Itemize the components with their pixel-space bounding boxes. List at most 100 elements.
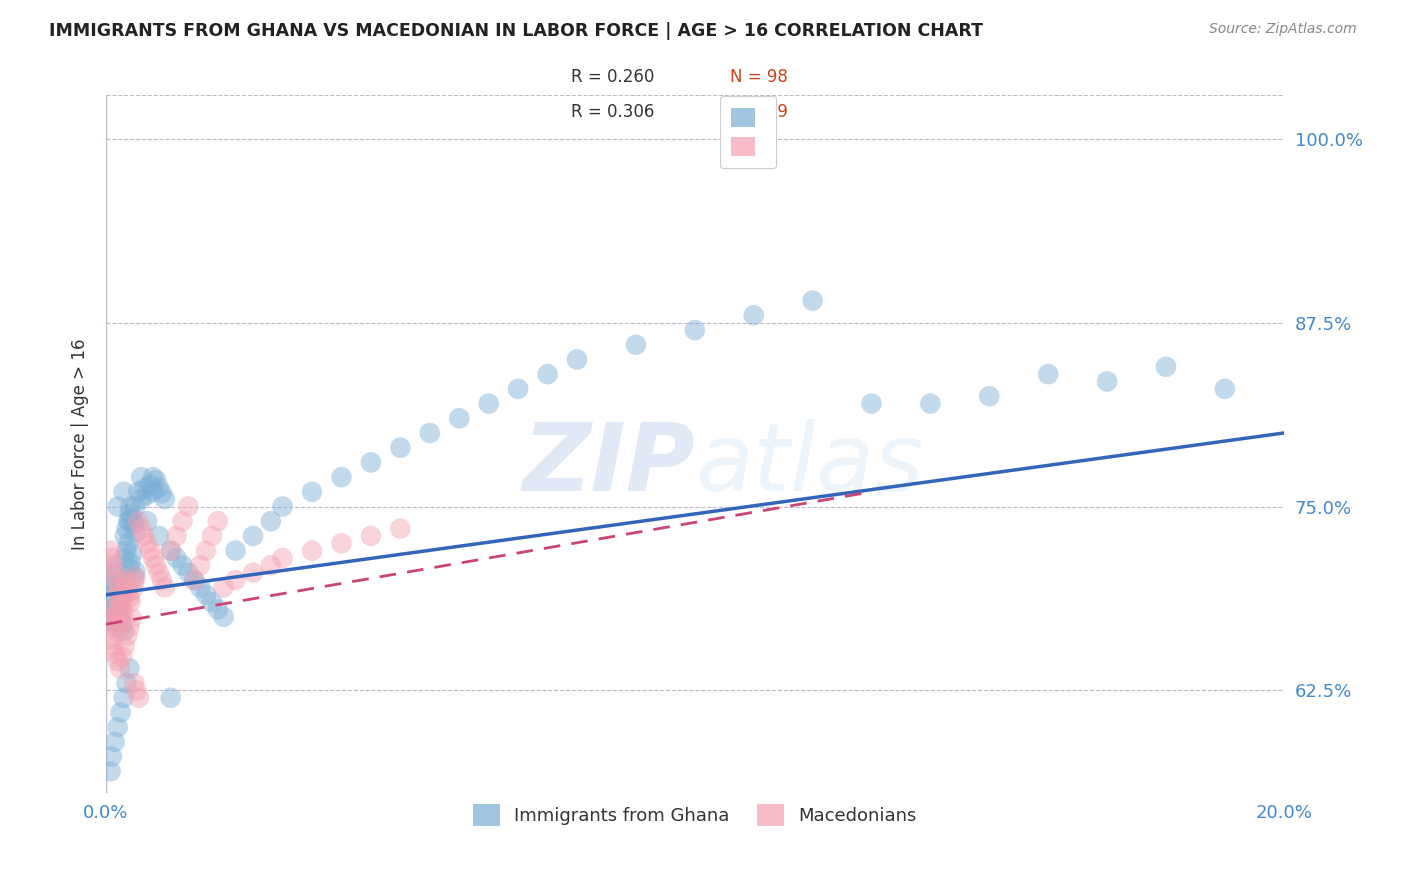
Point bbox=[115, 522, 138, 536]
Point bbox=[121, 583, 143, 598]
Point bbox=[100, 602, 122, 616]
Point bbox=[1154, 359, 1177, 374]
Point bbox=[260, 514, 283, 528]
Point bbox=[271, 551, 294, 566]
Point bbox=[188, 581, 211, 595]
Point bbox=[117, 514, 139, 528]
Point bbox=[195, 588, 218, 602]
Point bbox=[118, 620, 141, 634]
Point bbox=[389, 441, 412, 455]
Point bbox=[114, 640, 136, 654]
Point bbox=[108, 573, 131, 587]
Point bbox=[212, 610, 235, 624]
Point bbox=[104, 566, 127, 580]
Point bbox=[121, 511, 143, 525]
Point bbox=[449, 411, 471, 425]
Point bbox=[148, 566, 170, 580]
Point bbox=[110, 595, 132, 609]
Point bbox=[107, 654, 129, 668]
Point bbox=[207, 514, 229, 528]
Point bbox=[1213, 382, 1236, 396]
Point bbox=[112, 484, 135, 499]
Point bbox=[224, 573, 246, 587]
Point bbox=[124, 500, 146, 514]
Point bbox=[120, 595, 142, 609]
Legend: Immigrants from Ghana, Macedonians: Immigrants from Ghana, Macedonians bbox=[465, 797, 924, 833]
Point bbox=[124, 564, 146, 578]
Point bbox=[107, 617, 129, 632]
Point bbox=[101, 749, 124, 764]
Point bbox=[330, 470, 353, 484]
Y-axis label: In Labor Force | Age > 16: In Labor Force | Age > 16 bbox=[72, 338, 89, 549]
Text: R = 0.306: R = 0.306 bbox=[571, 103, 655, 121]
Point bbox=[100, 632, 122, 646]
Point bbox=[478, 396, 501, 410]
Point bbox=[1095, 375, 1118, 389]
Point bbox=[128, 690, 150, 705]
Point bbox=[104, 735, 127, 749]
Point bbox=[129, 492, 152, 507]
Point bbox=[114, 529, 136, 543]
Point bbox=[104, 620, 127, 634]
Point bbox=[142, 470, 165, 484]
Point bbox=[624, 337, 647, 351]
Point bbox=[107, 581, 129, 595]
Point bbox=[122, 676, 145, 690]
Point bbox=[142, 551, 165, 566]
Point bbox=[122, 517, 145, 532]
Point bbox=[183, 573, 205, 587]
Point bbox=[118, 507, 141, 521]
Point bbox=[110, 599, 132, 614]
Point bbox=[121, 547, 143, 561]
Point bbox=[742, 308, 765, 322]
Point bbox=[1038, 367, 1060, 381]
Point bbox=[136, 514, 159, 528]
Point bbox=[100, 602, 122, 616]
Point bbox=[127, 514, 149, 528]
Point bbox=[159, 543, 181, 558]
Point bbox=[125, 683, 148, 698]
Point bbox=[108, 588, 131, 602]
Point bbox=[271, 500, 294, 514]
Point bbox=[260, 558, 283, 573]
Text: Source: ZipAtlas.com: Source: ZipAtlas.com bbox=[1209, 22, 1357, 37]
Point bbox=[110, 591, 132, 605]
Point bbox=[145, 473, 167, 487]
Point bbox=[148, 480, 170, 494]
Point bbox=[101, 551, 124, 566]
Point bbox=[212, 581, 235, 595]
Point bbox=[107, 500, 129, 514]
Point bbox=[111, 617, 134, 632]
Point bbox=[145, 558, 167, 573]
Point bbox=[115, 676, 138, 690]
Point bbox=[121, 611, 143, 625]
Point bbox=[105, 573, 128, 587]
Point bbox=[242, 529, 264, 543]
Point bbox=[115, 629, 138, 643]
Text: N = 98: N = 98 bbox=[730, 68, 787, 87]
Point bbox=[104, 566, 127, 580]
Point bbox=[177, 566, 200, 580]
Point bbox=[201, 595, 224, 609]
Point bbox=[100, 764, 122, 779]
Text: R = 0.260: R = 0.260 bbox=[571, 68, 655, 87]
Point bbox=[242, 566, 264, 580]
Point bbox=[124, 570, 146, 584]
Point bbox=[389, 522, 412, 536]
Point bbox=[108, 661, 131, 675]
Point bbox=[801, 293, 824, 308]
Point bbox=[159, 690, 181, 705]
Point bbox=[118, 591, 141, 605]
Point bbox=[166, 551, 188, 566]
Point bbox=[201, 529, 224, 543]
Point bbox=[107, 610, 129, 624]
Text: atlas: atlas bbox=[695, 419, 924, 510]
Point bbox=[122, 570, 145, 584]
Point bbox=[105, 558, 128, 573]
Point bbox=[139, 477, 162, 491]
Point bbox=[224, 543, 246, 558]
Point bbox=[120, 556, 142, 570]
Point bbox=[118, 561, 141, 575]
Point bbox=[129, 522, 152, 536]
Point bbox=[301, 484, 323, 499]
